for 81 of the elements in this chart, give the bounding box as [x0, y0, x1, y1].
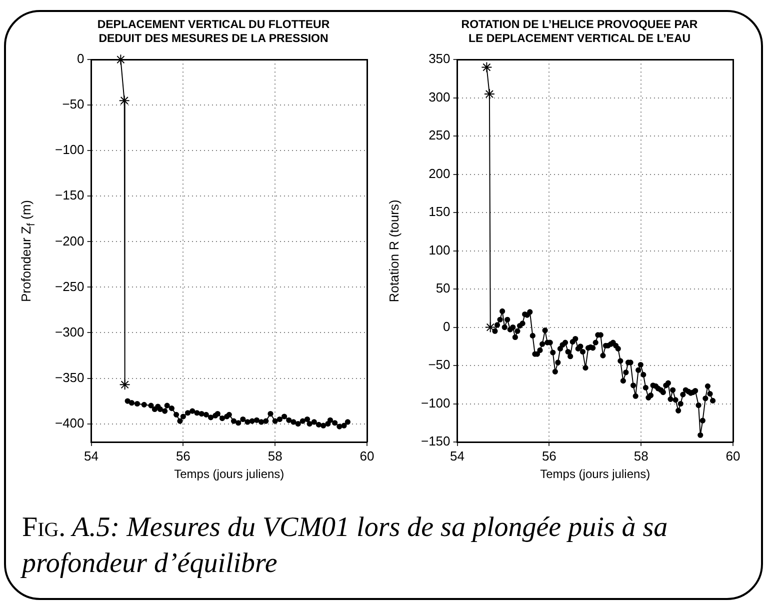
point [164, 402, 170, 408]
point [344, 419, 350, 425]
y-tick-label: 0 [443, 318, 450, 334]
point [230, 418, 237, 424]
point [198, 410, 204, 417]
point [141, 402, 147, 408]
point [341, 422, 347, 428]
x-tick-label: 58 [268, 448, 282, 464]
point [290, 419, 296, 425]
point [134, 400, 140, 407]
point [286, 417, 292, 423]
y-tick-label: 350 [428, 51, 450, 66]
point [244, 419, 250, 425]
y-tick-label: 100 [428, 242, 450, 258]
point [306, 420, 312, 427]
chart-title: DEPLACEMENT VERTICAL DU FLOTTEUR DEDUIT DES MESURES DE LA PRESSION [97, 19, 330, 45]
point [177, 418, 183, 424]
point [300, 418, 306, 424]
point [240, 416, 246, 422]
point [254, 417, 260, 423]
x-tick-label: 56 [542, 448, 556, 464]
point [316, 422, 322, 428]
y-tick-label: −350 [54, 370, 84, 385]
y-tick-label: −300 [54, 324, 84, 340]
x-tick-label: 60 [360, 448, 374, 464]
x-axis-title: Temps (jours juliens) [540, 467, 650, 482]
x-tick-label: 54 [450, 448, 465, 464]
y-tick-label: −50 [62, 96, 84, 112]
y-tick-label: 0 [77, 51, 84, 66]
y-axis-title: Rotation R (tours) [386, 200, 402, 302]
x-tick-label: 60 [726, 448, 740, 464]
point [236, 420, 242, 426]
point [157, 406, 164, 412]
point [311, 419, 317, 425]
point [208, 414, 214, 420]
y-tick-label: −250 [54, 278, 84, 294]
point [128, 400, 135, 406]
point [276, 416, 282, 422]
point [258, 419, 264, 425]
point [152, 406, 158, 412]
point [118, 95, 130, 106]
point [194, 410, 200, 416]
y-tick-label: −150 [420, 434, 450, 449]
point [119, 379, 130, 390]
point [263, 418, 269, 424]
point [173, 412, 180, 418]
point [327, 417, 334, 423]
y-tick-label: 300 [428, 89, 450, 104]
point [148, 402, 154, 408]
x-tick-label: 58 [634, 448, 648, 464]
point [281, 414, 288, 420]
chart-title: ROTATION DE L’HELICE PROVOQUEE PAR LE DEPLACEMENT VERTICAL DE L’EAU [461, 19, 698, 45]
y-tick-label: −400 [54, 415, 84, 430]
y-tick-label: 250 [428, 128, 450, 143]
y-tick-label: −100 [420, 395, 450, 410]
point [203, 412, 209, 418]
y-tick-label: −150 [54, 188, 84, 203]
y-tick-label: −100 [54, 142, 84, 158]
y-tick-label: −200 [54, 233, 84, 248]
point [304, 416, 310, 422]
point [219, 416, 226, 422]
y-tick-label: 150 [428, 204, 450, 220]
point [168, 406, 174, 412]
point [336, 424, 342, 430]
y-tick-label: 200 [428, 166, 450, 181]
point [295, 420, 301, 427]
y-tick-label: −50 [428, 357, 450, 372]
point [184, 410, 191, 416]
point [190, 408, 196, 414]
x-tick-label: 56 [176, 448, 190, 464]
y-tick-label: 50 [436, 280, 450, 296]
point [320, 422, 326, 428]
point [332, 420, 338, 426]
x-tick-label: 54 [84, 448, 99, 464]
text: Fig. A.5: Mesures du VCM01 lors de sa plongée puis à sa profondeur d’équilibre [22, 511, 669, 581]
point [268, 410, 274, 417]
point [249, 418, 255, 424]
x-axis-title: Temps (jours juliens) [174, 467, 284, 482]
point [272, 418, 278, 424]
point [180, 414, 186, 420]
point [162, 408, 168, 414]
